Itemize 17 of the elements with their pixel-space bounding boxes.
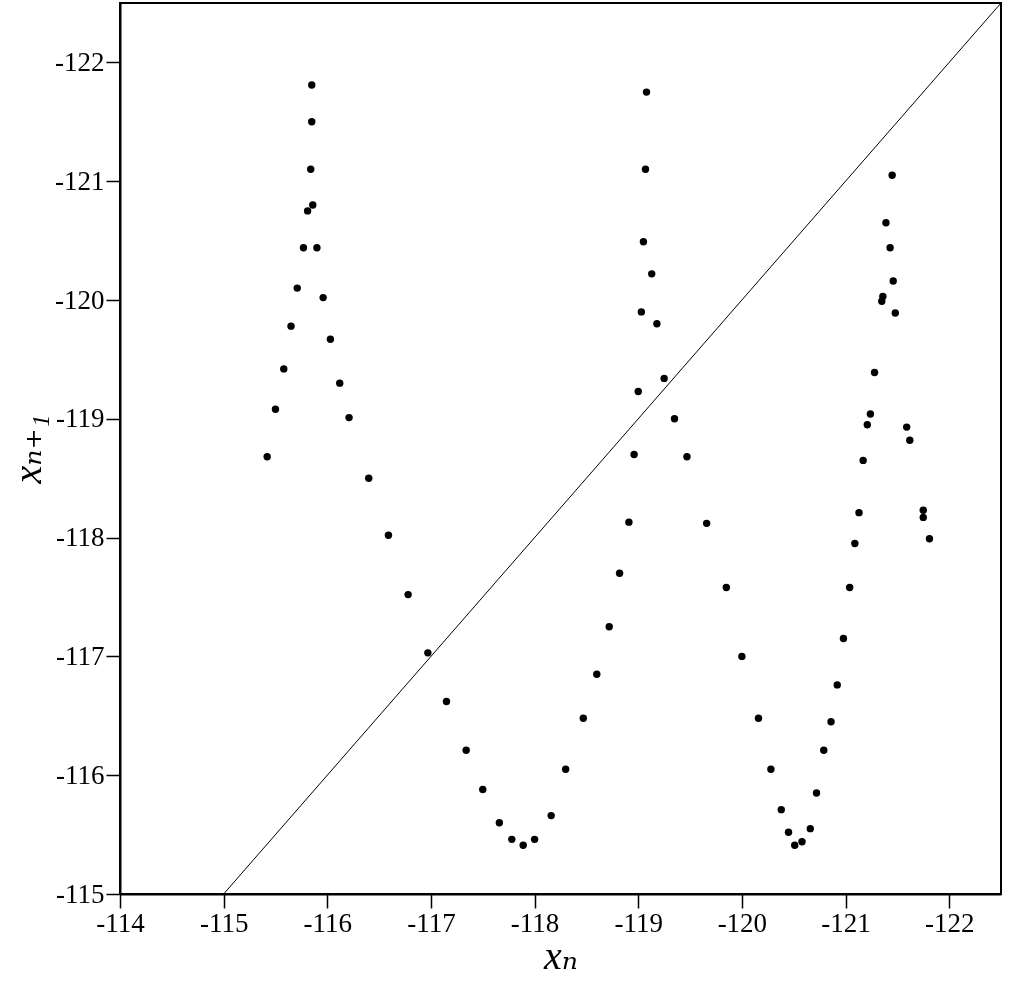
x-tick-label: -119: [614, 907, 663, 938]
y-axis-title: xₙ₊₁: [5, 414, 51, 485]
x-tick-label: -114: [96, 907, 146, 938]
x-tick-label: -115: [199, 907, 249, 938]
x-tick-label: -121: [821, 907, 871, 938]
y-tick-label: -116: [56, 759, 105, 790]
x-tick-label: -117: [407, 907, 456, 938]
y-tick-label: -115: [56, 878, 105, 909]
x-tick-label: -116: [303, 907, 353, 938]
y-tick-label: -119: [56, 403, 105, 434]
x-tick-label: -120: [717, 907, 768, 938]
y-tick-label: -117: [56, 640, 105, 671]
y-tick-label: -120: [55, 284, 105, 315]
y-tick-label: -121: [55, 165, 105, 196]
x-tick-label: -122: [924, 907, 975, 938]
y-tick-label: -122: [55, 46, 105, 77]
y-tick-label: -118: [56, 522, 105, 553]
